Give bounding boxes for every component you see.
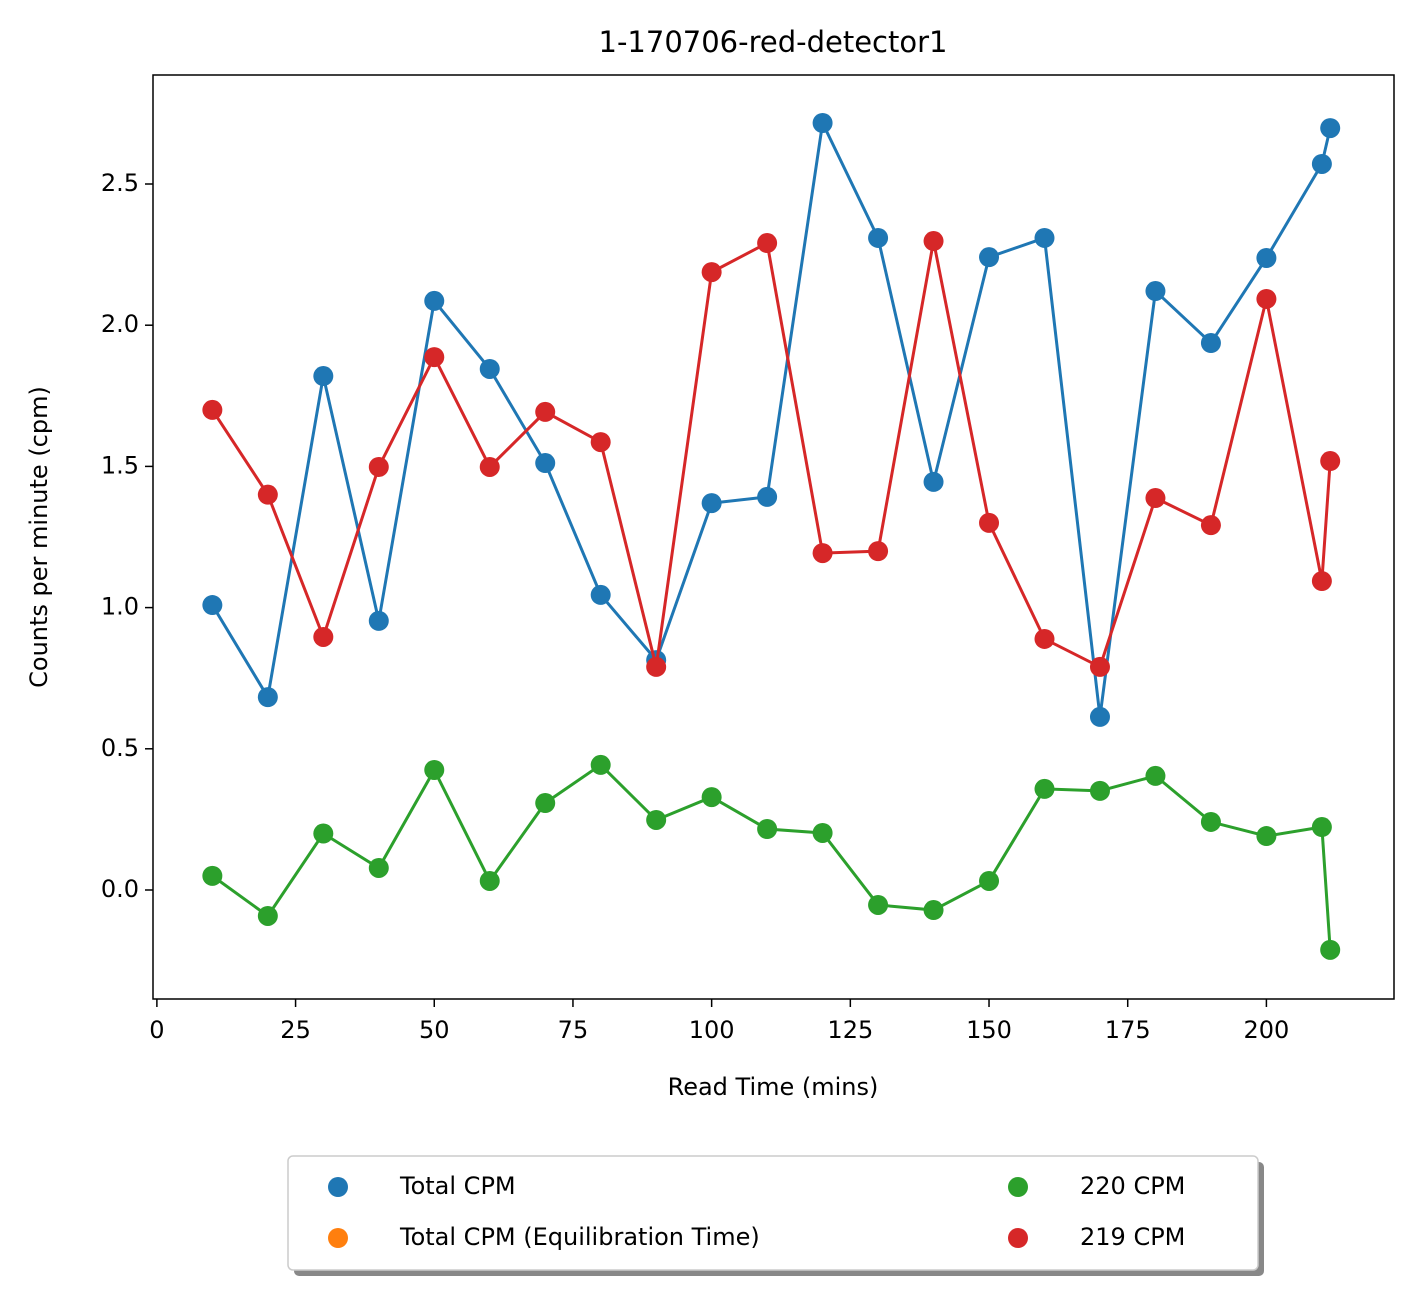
data-point (701, 787, 722, 808)
data-point (590, 754, 611, 775)
data-point (757, 233, 778, 254)
data-point (479, 870, 500, 891)
x-tick-label: 175 (1105, 1016, 1151, 1044)
x-tick-label: 75 (558, 1016, 589, 1044)
data-point (812, 113, 833, 134)
data-point (1145, 281, 1166, 302)
data-point (1034, 628, 1055, 649)
data-point (590, 432, 611, 453)
data-point (923, 231, 944, 252)
data-point (923, 900, 944, 921)
data-point (313, 823, 334, 844)
legend-label: 219 CPM (1080, 1223, 1185, 1251)
data-point (812, 543, 833, 564)
x-tick-label: 200 (1243, 1016, 1289, 1044)
x-tick-label: 0 (149, 1016, 164, 1044)
data-point (257, 484, 278, 505)
x-tick-label: 150 (966, 1016, 1012, 1044)
data-point (1311, 817, 1332, 838)
y-tick-label: 1.0 (101, 593, 139, 621)
data-point (202, 399, 223, 420)
y-tick-label: 1.5 (101, 451, 139, 479)
data-point (424, 347, 445, 368)
series-line (211, 762, 1332, 950)
data-point (368, 610, 389, 631)
y-tick-label: 0.5 (101, 734, 139, 762)
data-point (1256, 826, 1277, 847)
data-point (979, 512, 1000, 533)
data-point (424, 759, 445, 780)
data-point (1311, 571, 1332, 592)
chart-title: 1-170706-red-detector1 (599, 25, 948, 59)
data-point (479, 456, 500, 477)
data-point (979, 247, 1000, 268)
plot-frame (152, 74, 1395, 1000)
data-point (1320, 939, 1341, 960)
data-point (535, 793, 556, 814)
x-tick-label: 100 (689, 1016, 735, 1044)
series-line (211, 240, 1332, 670)
data-point (368, 857, 389, 878)
data-point (923, 471, 944, 492)
x-tick-label: 50 (419, 1016, 450, 1044)
data-point (368, 456, 389, 477)
legend-label: Total CPM (399, 1172, 516, 1200)
data-point (424, 290, 445, 311)
data-point (1089, 656, 1110, 677)
data-point (646, 809, 667, 830)
data-point (590, 584, 611, 605)
data-point (1256, 247, 1277, 268)
data-point (257, 905, 278, 926)
data-point (313, 626, 334, 647)
x-axis-label: Read Time (mins) (668, 1073, 879, 1101)
y-axis-label: Counts per minute (cpm) (25, 386, 53, 688)
data-point (979, 870, 1000, 891)
data-point (202, 595, 223, 616)
data-point (1200, 332, 1221, 353)
x-tick-label: 25 (280, 1016, 311, 1044)
legend-label: Total CPM (Equilibration Time) (399, 1223, 760, 1251)
data-point (1145, 765, 1166, 786)
legend-marker (328, 1228, 348, 1248)
data-point (479, 358, 500, 379)
data-point (1200, 811, 1221, 832)
legend-marker (1008, 1228, 1028, 1248)
legend-label: 220 CPM (1080, 1172, 1185, 1200)
data-point (701, 493, 722, 514)
data-point (535, 401, 556, 422)
y-tick-label: 2.5 (101, 169, 139, 197)
data-point (535, 453, 556, 474)
data-point (1089, 780, 1110, 801)
data-point (812, 822, 833, 843)
data-point (1320, 118, 1341, 139)
data-point (646, 656, 667, 677)
data-point (1034, 227, 1055, 248)
data-point (868, 894, 889, 915)
data-point (257, 687, 278, 708)
data-point (1320, 451, 1341, 472)
series-line (211, 117, 1332, 718)
data-point (1034, 778, 1055, 799)
data-point (757, 486, 778, 507)
legend-marker (1008, 1177, 1028, 1197)
y-tick-label: 2.0 (101, 310, 139, 338)
legend-marker (328, 1177, 348, 1197)
data-point (1256, 288, 1277, 309)
data-point (701, 262, 722, 283)
data-point (313, 366, 334, 387)
data-point (1200, 515, 1221, 536)
data-point (1089, 706, 1110, 727)
data-point (868, 541, 889, 562)
data-point (202, 865, 223, 886)
data-point (1145, 488, 1166, 509)
data-point (868, 227, 889, 248)
data-point (757, 818, 778, 839)
x-tick-label: 125 (827, 1016, 873, 1044)
y-tick-label: 0.0 (101, 875, 139, 903)
data-point (1311, 153, 1332, 174)
